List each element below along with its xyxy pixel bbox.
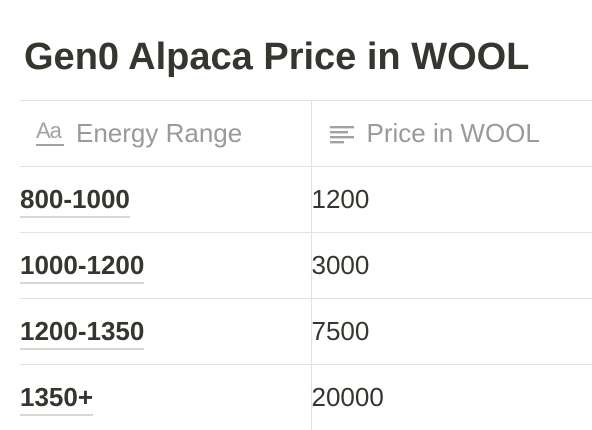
text-lines-icon: [329, 123, 355, 145]
energy-range-link[interactable]: 1000-1200: [20, 250, 144, 284]
price-cell[interactable]: 20000: [311, 365, 592, 430]
energy-range-cell[interactable]: 800-1000: [20, 167, 311, 233]
energy-range-link[interactable]: 1350+: [20, 382, 93, 416]
price-table: Aa Energy Range Price in WOOL 800-10: [20, 100, 592, 430]
energy-range-cell[interactable]: 1000-1200: [20, 233, 311, 299]
price-cell[interactable]: 3000: [311, 233, 592, 299]
table-header-row: Aa Energy Range Price in WOOL: [20, 101, 592, 167]
column-header-label: Price in WOOL: [367, 118, 540, 149]
table-row: 1000-1200 3000: [20, 233, 592, 299]
energy-range-cell[interactable]: 1200-1350: [20, 299, 311, 365]
column-header-price[interactable]: Price in WOOL: [311, 101, 592, 167]
column-header-energy-range[interactable]: Aa Energy Range: [20, 101, 311, 167]
page-title: Gen0 Alpaca Price in WOOL: [24, 34, 529, 80]
text-property-icon: Aa: [36, 122, 64, 146]
table-row: 800-1000 1200: [20, 167, 592, 233]
column-header-label: Energy Range: [76, 118, 242, 149]
energy-range-cell[interactable]: 1350+: [20, 365, 311, 430]
price-cell[interactable]: 1200: [311, 167, 592, 233]
price-cell[interactable]: 7500: [311, 299, 592, 365]
table-row: 1350+ 20000: [20, 365, 592, 430]
energy-range-link[interactable]: 1200-1350: [20, 316, 144, 350]
table-row: 1200-1350 7500: [20, 299, 592, 365]
energy-range-link[interactable]: 800-1000: [20, 184, 130, 218]
